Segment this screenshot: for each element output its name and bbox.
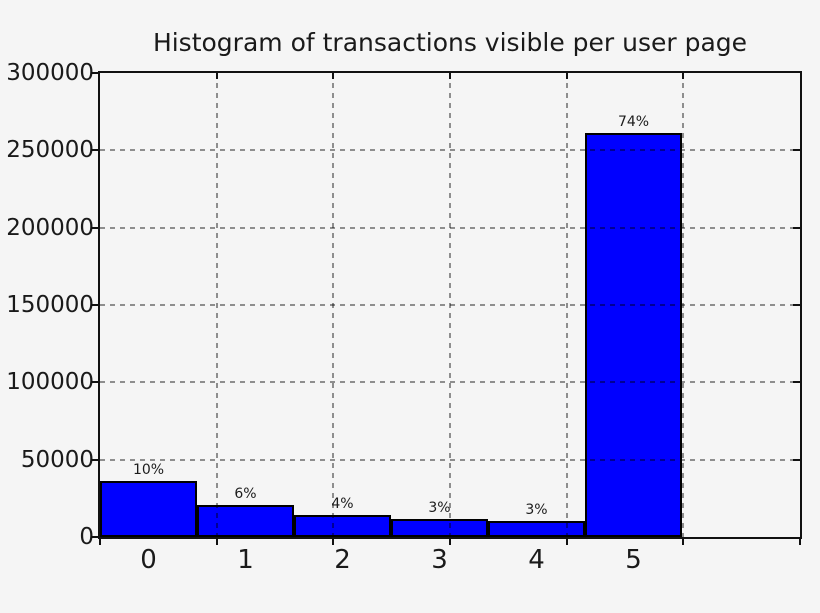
bar-percent-label: 4% xyxy=(331,496,354,512)
y-tick-mark-right xyxy=(793,304,800,306)
bar-percent-label: 10% xyxy=(132,462,165,478)
x-tick-mark-top xyxy=(449,73,451,79)
y-tick-mark xyxy=(91,381,98,384)
plot-border-right xyxy=(800,71,802,539)
v-gridline xyxy=(449,73,451,537)
x-tick-mark-top xyxy=(215,73,218,79)
y-tick-label: 100000 xyxy=(6,369,94,396)
histogram-bar xyxy=(197,505,294,537)
bar-percent-label: 6% xyxy=(234,486,257,502)
histogram-bar xyxy=(391,519,488,537)
y-tick-label: 300000 xyxy=(6,60,94,86)
y-tick-label: 50000 xyxy=(20,446,94,473)
plot-area: 10% 6% 4% 3% 3% 74% xyxy=(91,71,802,545)
x-tick-label: 3 xyxy=(431,545,448,575)
y-tick-mark xyxy=(91,536,98,538)
bar-percent-label: 3% xyxy=(525,502,548,518)
y-tick-mark-right xyxy=(793,149,800,152)
plot-border-left xyxy=(98,71,100,539)
x-tick-mark-top xyxy=(332,73,335,79)
x-tick-mark xyxy=(799,539,801,545)
histogram-bar xyxy=(488,521,585,537)
y-tick-label: 250000 xyxy=(6,137,94,164)
x-tick-mark xyxy=(449,539,451,545)
histogram-bar xyxy=(585,133,682,537)
x-tick-mark xyxy=(682,539,685,545)
y-tick-mark xyxy=(91,149,98,152)
x-tick-label: 2 xyxy=(334,545,351,575)
v-gridline xyxy=(682,73,685,537)
y-tick-label: 150000 xyxy=(6,292,94,318)
bar-percent-label: 3% xyxy=(428,500,451,516)
x-tick-label: 0 xyxy=(140,545,157,575)
y-tick-mark-right xyxy=(793,458,800,461)
chart-title: Histogram of transactions visible per us… xyxy=(152,28,748,57)
h-gridline xyxy=(100,304,800,306)
y-tick-mark xyxy=(91,458,98,461)
x-tick-mark-top xyxy=(565,73,568,79)
x-tick-mark xyxy=(99,539,101,545)
h-gridline xyxy=(100,381,800,384)
x-tick-label: 4 xyxy=(528,545,545,575)
histogram-bar xyxy=(294,515,391,537)
x-tick-label: 5 xyxy=(625,545,642,575)
h-gridline xyxy=(100,226,800,229)
plot-border-bottom xyxy=(100,537,800,539)
x-tick-mark xyxy=(215,539,218,545)
v-gridline xyxy=(215,73,218,537)
bar-percent-label: 74% xyxy=(617,114,650,130)
h-gridline xyxy=(100,458,800,461)
y-tick-mark-right xyxy=(793,226,800,229)
y-tick-mark-right xyxy=(793,381,800,384)
y-tick-label: 200000 xyxy=(6,214,94,241)
y-tick-label: 0 xyxy=(79,524,94,550)
x-tick-mark xyxy=(565,539,568,545)
x-tick-mark-top xyxy=(682,73,685,79)
h-gridline xyxy=(100,149,800,152)
x-tick-mark xyxy=(332,539,335,545)
histogram-bar xyxy=(100,481,197,537)
plot-border-top xyxy=(100,71,800,73)
y-tick-mark xyxy=(91,72,98,74)
v-gridline xyxy=(565,73,568,537)
y-tick-mark xyxy=(91,304,98,306)
v-gridline xyxy=(332,73,335,537)
x-tick-label: 1 xyxy=(237,545,254,575)
y-tick-mark xyxy=(91,226,98,229)
